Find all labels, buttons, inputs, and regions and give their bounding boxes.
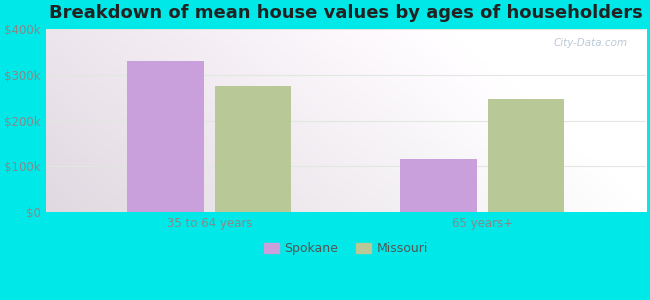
Bar — [214, 86, 291, 212]
Text: City-Data.com: City-Data.com — [554, 38, 628, 48]
Bar — [127, 61, 204, 212]
Legend: Spokane, Missouri: Spokane, Missouri — [259, 237, 433, 260]
Bar — [400, 159, 476, 212]
Bar — [488, 99, 564, 212]
Title: Breakdown of mean house values by ages of householders: Breakdown of mean house values by ages o… — [49, 4, 643, 22]
